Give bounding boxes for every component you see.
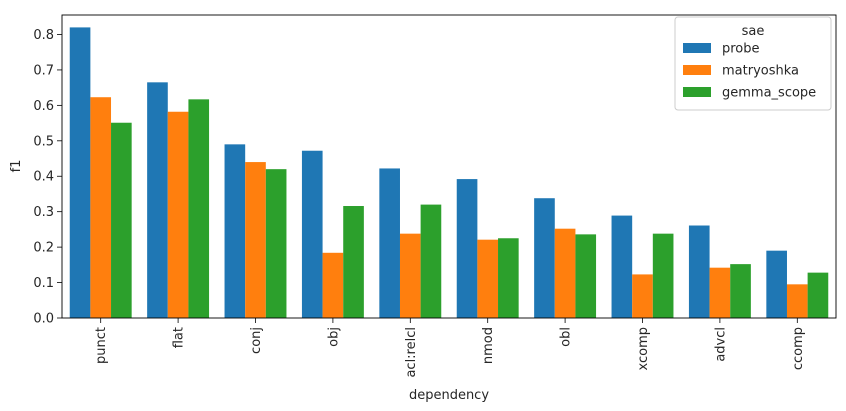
bar-gemma-scope-punct <box>111 122 132 318</box>
legend-label-gemma-scope: gemma_scope <box>722 86 816 101</box>
bar-gemma-scope-flat <box>188 99 210 318</box>
bar-probe-xcomp <box>611 215 633 318</box>
legend-swatch-gemma-scope <box>683 87 711 97</box>
x-tick-label: xcomp <box>636 327 651 370</box>
x-tick-label: obl <box>559 327 574 347</box>
bar-probe-obj <box>301 150 323 318</box>
bar-matryoshka-obl <box>554 228 576 318</box>
x-axis-label: dependency <box>409 388 489 403</box>
bar-gemma-scope-advcl <box>730 264 751 318</box>
y-tick-label: 0.4 <box>33 170 54 185</box>
bar-gemma-scope-ccomp <box>807 272 829 318</box>
bar-matryoshka-punct <box>90 97 112 318</box>
legend-swatch-probe <box>683 43 711 53</box>
bars-group <box>69 27 829 319</box>
legend-label-probe: probe <box>722 42 760 57</box>
bar-matryoshka-obj <box>322 252 344 318</box>
x-tick-label: flat <box>172 327 187 348</box>
y-tick-label: 0.8 <box>33 28 54 43</box>
x-axis: punct flat conj obj acl:relcl nmod obl xcomp adv… <box>94 318 806 378</box>
x-tick-label: advcl <box>713 327 728 362</box>
legend-title: sae <box>742 24 765 39</box>
bar-probe-acl-relcl <box>379 168 400 318</box>
bar-gemma-scope-obl <box>575 234 597 318</box>
x-tick-label: obj <box>326 327 341 347</box>
bar-matryoshka-flat <box>167 111 189 318</box>
bar-matryoshka-xcomp <box>632 274 653 318</box>
x-tick-label: ccomp <box>791 327 806 370</box>
y-tick-label: 0.3 <box>33 205 54 220</box>
bar-gemma-scope-xcomp <box>652 233 674 318</box>
bar-probe-conj <box>224 144 246 318</box>
bar-probe-nmod <box>456 179 478 318</box>
legend-label-matryoshka: matryoshka <box>722 64 799 79</box>
bar-gemma-scope-acl-relcl <box>420 204 442 318</box>
bar-matryoshka-nmod <box>477 239 499 318</box>
bar-matryoshka-advcl <box>709 267 731 318</box>
y-axis: 0.0 0.1 0.2 0.3 0.4 0.5 0.6 0.7 0.8 <box>33 28 62 327</box>
y-tick-label: 0.7 <box>33 63 54 78</box>
x-tick-label: nmod <box>481 327 496 364</box>
bar-matryoshka-conj <box>245 162 266 318</box>
bar-probe-flat <box>147 82 168 318</box>
bar-gemma-scope-obj <box>343 206 364 318</box>
bar-gemma-scope-nmod <box>498 238 519 318</box>
x-tick-label: conj <box>249 327 264 354</box>
bar-matryoshka-acl-relcl <box>399 233 421 318</box>
bar-gemma-scope-conj <box>265 169 287 318</box>
y-tick-label: 0.5 <box>33 134 54 149</box>
y-axis-label: f1 <box>9 160 24 173</box>
plot-frame <box>61 14 837 319</box>
y-tick-label: 0.6 <box>33 99 54 114</box>
legend-swatch-matryoshka <box>683 65 711 75</box>
bar-matryoshka-ccomp <box>786 284 808 318</box>
bar-probe-obl <box>534 198 555 318</box>
bar-probe-punct <box>69 27 91 319</box>
x-tick-label: acl:relcl <box>404 327 419 378</box>
y-tick-label: 0.1 <box>33 276 54 291</box>
legend-box <box>674 16 832 111</box>
bar-probe-advcl <box>688 225 710 318</box>
y-tick-label: 0.0 <box>33 312 54 327</box>
bar-probe-ccomp <box>766 250 787 318</box>
y-tick-label: 0.2 <box>33 241 54 256</box>
legend: sae probe matryoshka gemma_scope <box>674 16 832 111</box>
x-tick-label: punct <box>94 327 109 364</box>
